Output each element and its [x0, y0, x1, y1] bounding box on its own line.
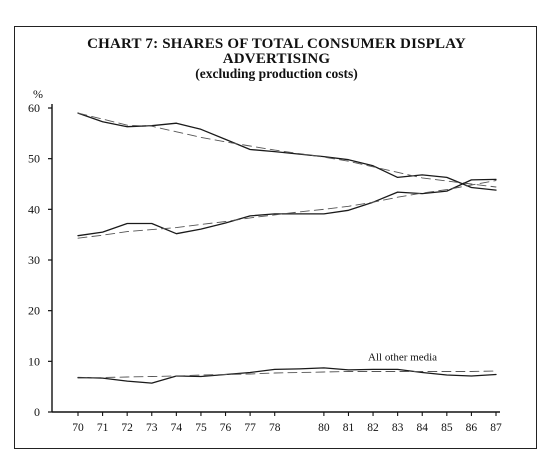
- trend-line-3: [77, 180, 497, 239]
- x-tick-label: 80: [318, 422, 330, 434]
- chart-title-line-1: CHART 7: SHARES OF TOTAL CONSUMER DISPLA…: [87, 36, 466, 52]
- y-tick-label: 50: [28, 152, 40, 166]
- x-tick-label: 74: [171, 422, 183, 434]
- x-tick-label: 71: [97, 422, 109, 434]
- y-tick-label: 10: [28, 354, 40, 368]
- series-line-4: [77, 367, 497, 384]
- y-tick-label: 60: [28, 101, 40, 115]
- x-tick-label: 85: [441, 422, 453, 434]
- x-tick-label: 86: [466, 422, 478, 434]
- x-tick-label: 72: [121, 422, 133, 434]
- y-tick-label: 20: [28, 304, 40, 318]
- y-axis-label: %: [33, 87, 43, 101]
- x-tick-label: 70: [72, 422, 84, 434]
- series-line-2: [77, 178, 497, 237]
- trend-line-1: [77, 112, 497, 188]
- x-tick-label: 76: [220, 422, 232, 434]
- x-tick-label: 81: [343, 422, 355, 434]
- x-tick-label: 84: [416, 422, 428, 434]
- chart-title-line-2: ADVERTISING: [222, 51, 331, 67]
- y-tick-label: 30: [28, 253, 40, 267]
- annotation-label: All other media: [368, 351, 437, 363]
- chart-subtitle: (excluding production costs): [195, 66, 358, 81]
- y-tick-label: 0: [34, 405, 40, 419]
- x-tick-label: 87: [490, 422, 502, 434]
- chart-frame: [14, 26, 537, 449]
- x-tick-label: 73: [146, 422, 158, 434]
- y-tick-label: 40: [28, 202, 40, 216]
- trend-line-5: [77, 370, 497, 379]
- x-tick-label: 82: [367, 422, 379, 434]
- x-tick-label: 75: [195, 422, 207, 434]
- x-tick-label: 78: [269, 422, 281, 434]
- x-tick-label: 83: [392, 422, 404, 434]
- x-tick-label: 77: [244, 422, 256, 434]
